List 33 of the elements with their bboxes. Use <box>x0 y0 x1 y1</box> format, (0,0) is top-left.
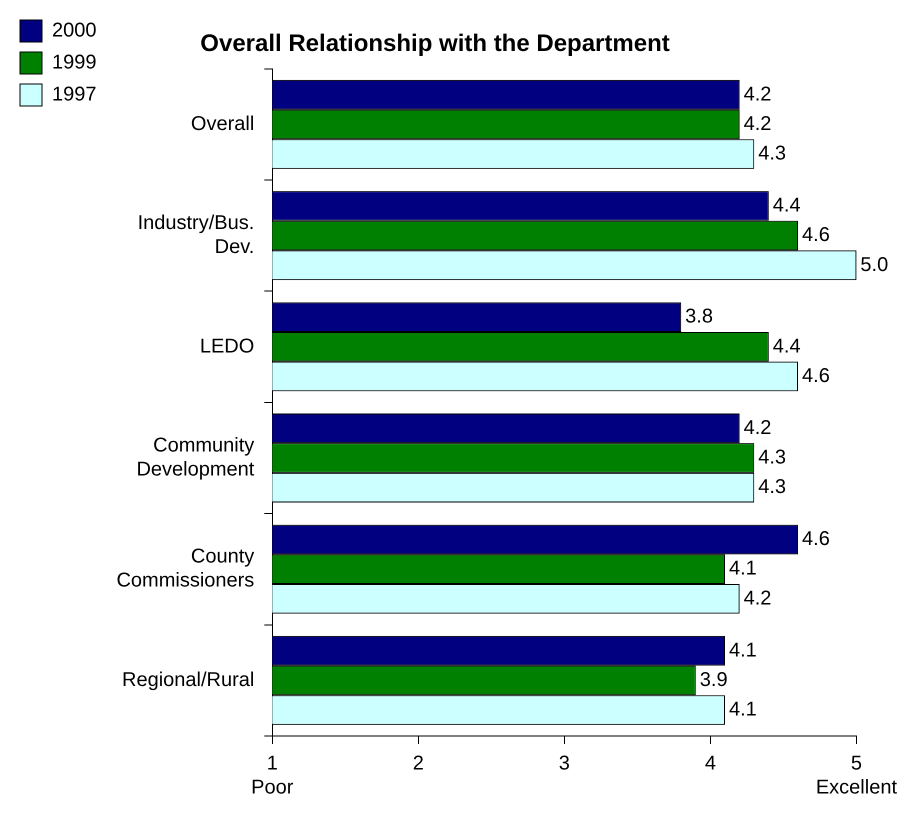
data-label: 4.2 <box>744 83 772 106</box>
data-label: 4.1 <box>728 698 757 721</box>
data-label: 4.2 <box>744 416 772 439</box>
x-tick-label: 4 <box>704 752 716 775</box>
y-tick-label: Industry/Bus. Dev. <box>138 212 254 258</box>
data-label: 4.4 <box>772 194 801 216</box>
data-label: 4.2 <box>744 112 772 135</box>
x-tick-label: 3 <box>558 752 570 775</box>
data-label: 4.6 <box>802 224 830 246</box>
data-label: 4.2 <box>744 587 772 610</box>
y-tick-label: Community Development <box>136 434 255 481</box>
data-label: 4.1 <box>728 558 757 580</box>
x-tick-label: 2 <box>412 752 424 775</box>
data-label: 3.8 <box>685 306 713 328</box>
data-label: 3.9 <box>700 668 728 691</box>
legend-label: 1997 <box>52 84 96 106</box>
data-label: 4.3 <box>758 446 786 469</box>
data-label: 4.1 <box>728 639 757 662</box>
chart-title: Overall Relationship with the Department <box>200 30 670 58</box>
y-tick-label: LEDO <box>200 335 254 358</box>
data-label: 4.3 <box>758 476 786 498</box>
x-tick-label: 5 Excellent <box>816 752 898 799</box>
data-label: 4.4 <box>772 335 801 358</box>
legend-label: 1999 <box>52 52 96 74</box>
y-tick-label: County Commissioners <box>116 546 254 592</box>
data-label: 4.6 <box>802 528 830 550</box>
y-tick-label: Regional/Rural <box>122 668 254 691</box>
data-label: 4.6 <box>802 364 830 387</box>
y-tick-label: Overall <box>190 112 254 135</box>
data-label: 5.0 <box>860 254 888 276</box>
x-tick-label: 1 Poor <box>251 752 294 799</box>
data-label: 4.3 <box>758 142 786 165</box>
legend-label: 2000 <box>52 20 96 42</box>
